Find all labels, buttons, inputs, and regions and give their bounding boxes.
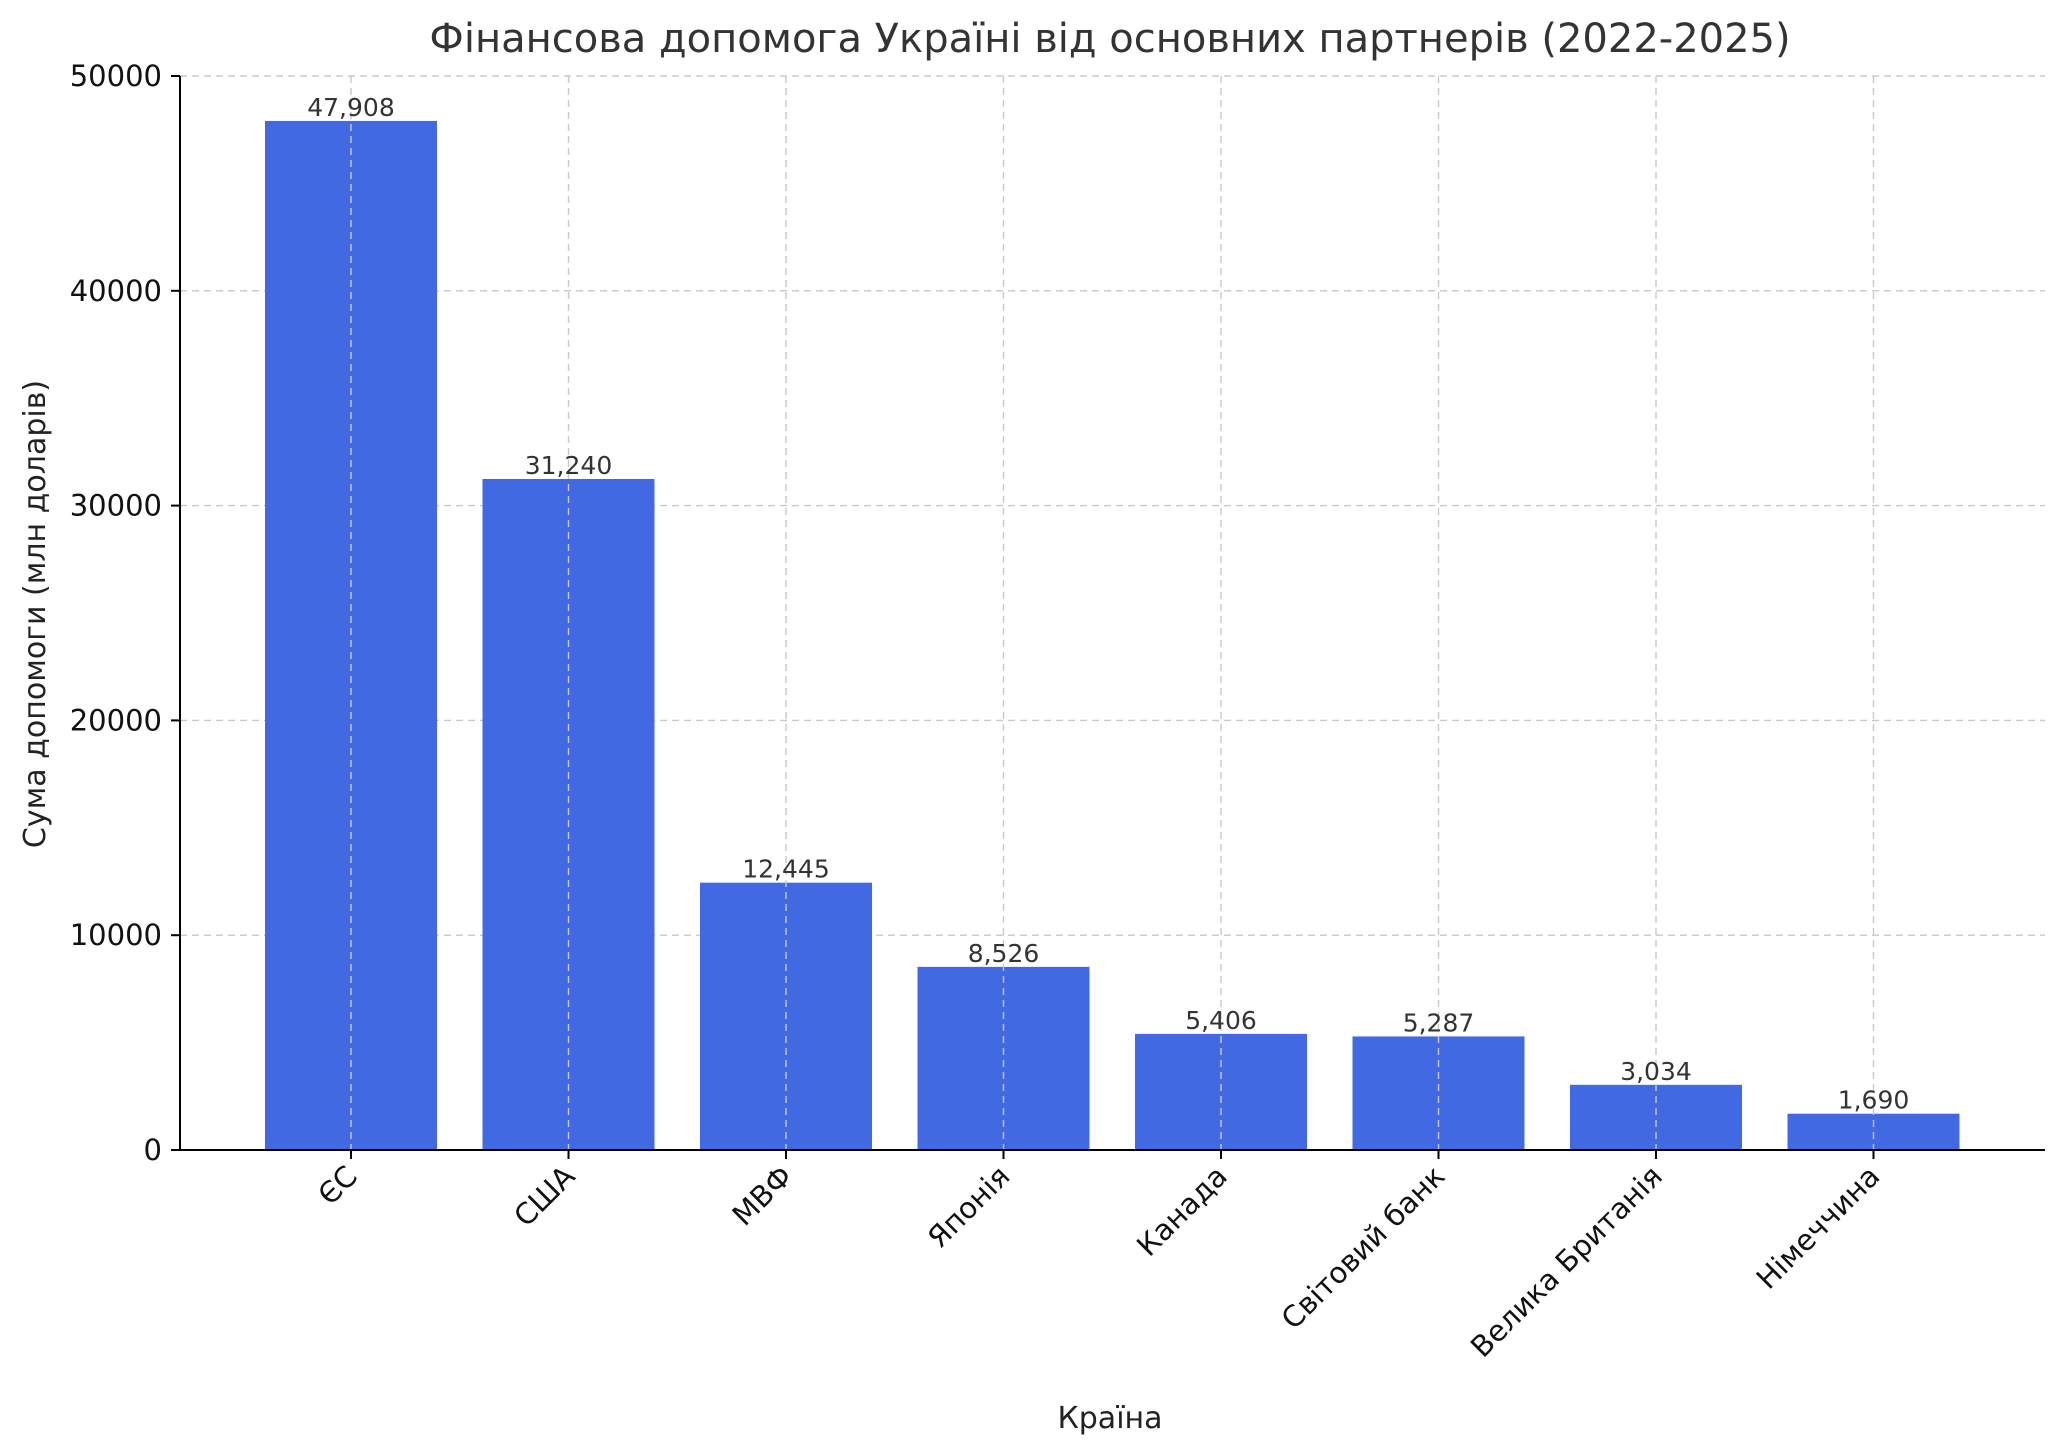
- bar-value-label: 47,908: [307, 93, 394, 122]
- bar-value-label: 5,287: [1403, 1008, 1475, 1037]
- bar-value-label: 5,406: [1185, 1006, 1257, 1035]
- y-tick-label: 30000: [70, 489, 162, 523]
- bar-value-label: 12,445: [742, 855, 829, 884]
- axes: [179, 76, 2045, 1151]
- x-tick-label: Світовий банк: [1275, 1159, 1452, 1336]
- x-axis-title: Країна: [1057, 1401, 1162, 1436]
- bar: [1787, 1113, 1960, 1150]
- x-tick-label: ЄС: [311, 1159, 364, 1212]
- x-tick-label: Японія: [921, 1159, 1017, 1255]
- bar: [265, 120, 437, 1150]
- bar: [1570, 1084, 1742, 1150]
- bar-value-label: 1,690: [1838, 1086, 1910, 1115]
- bar-value-label: 8,526: [968, 939, 1040, 968]
- y-tick-label: 50000: [70, 59, 162, 93]
- x-tick-label: Велика Британія: [1464, 1159, 1669, 1364]
- bar-value-label: 3,034: [1620, 1057, 1692, 1086]
- grid: [180, 75, 2045, 936]
- x-tick-label: США: [507, 1159, 581, 1233]
- bars: [265, 120, 1960, 1150]
- vertical-grid: [350, 76, 1875, 1150]
- x-tick-label: Канада: [1130, 1159, 1234, 1263]
- y-tick-label: 40000: [70, 274, 162, 308]
- bar: [1352, 1036, 1525, 1150]
- y-tick-label: 20000: [70, 703, 162, 737]
- bar-value-label: 31,240: [525, 451, 612, 480]
- data-labels: 47,908 31,240 12,445 8,526 5,406 5,287 3,034 1,…: [307, 93, 1909, 1115]
- x-tick-label: Німеччина: [1750, 1159, 1887, 1296]
- y-tick-label: 10000: [70, 918, 162, 952]
- y-ticks: 0 10000 20000 30000 40000 50000: [70, 59, 180, 1167]
- y-axis-title: Сума допомоги (млн доларів): [18, 380, 53, 848]
- x-ticks: ЄС США МВФ Японія Канада Світовий банк Велика …: [311, 1150, 1886, 1364]
- bar: [917, 966, 1090, 1150]
- x-tick-label: МВФ: [725, 1159, 798, 1232]
- chart-title: Фінансова допомога Україні від основних …: [429, 16, 1790, 62]
- y-tick-label: 0: [144, 1133, 162, 1167]
